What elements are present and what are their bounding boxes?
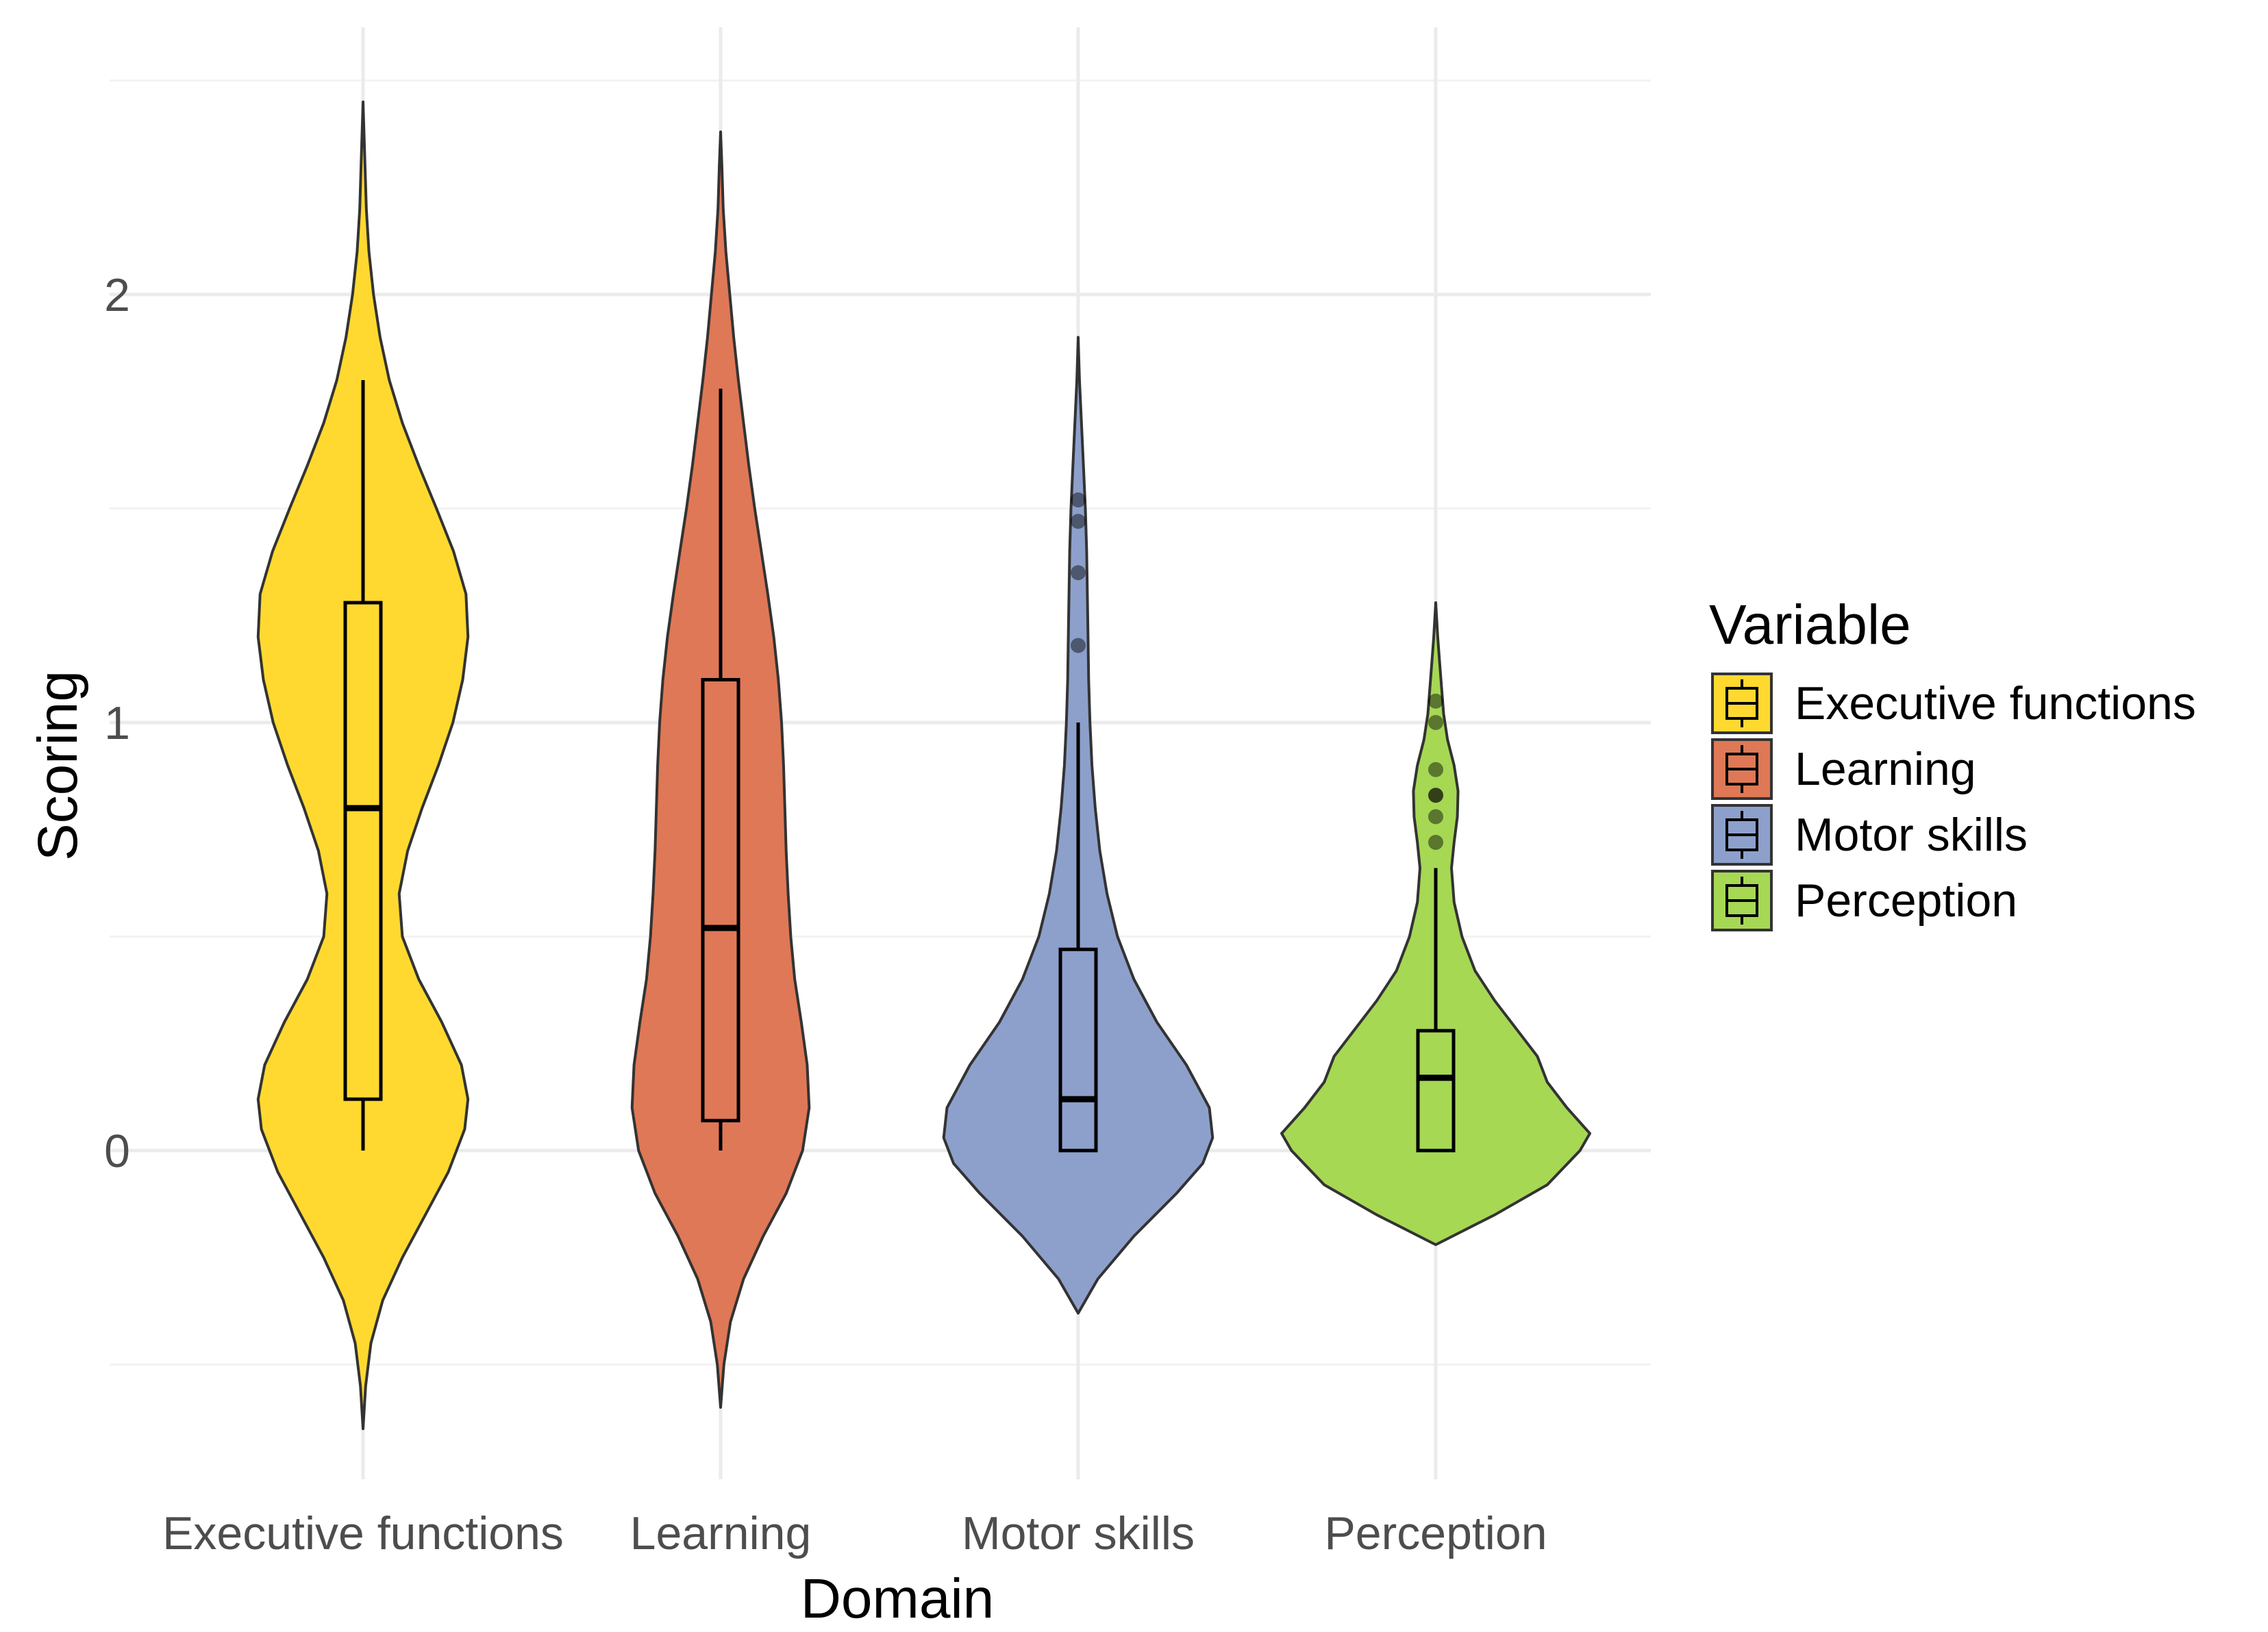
outlier-point-perception-4 bbox=[1428, 762, 1443, 777]
legend-items: Executive functions Learning Motor skills P… bbox=[1711, 673, 2196, 931]
outlier-point-motor-skills-2 bbox=[1071, 514, 1086, 529]
outlier-point-perception-2 bbox=[1428, 788, 1443, 803]
box-perception bbox=[1416, 1029, 1456, 1153]
outlier-point-perception-0 bbox=[1428, 835, 1443, 850]
y-axis-ticks: 0 1 2 bbox=[104, 269, 130, 1177]
x-tick-label-2: Motor skills bbox=[962, 1507, 1195, 1559]
legend-item-motor-skills: Motor skills bbox=[1711, 804, 2028, 866]
legend-item-perception: Perception bbox=[1711, 870, 2017, 931]
y-tick-label-0: 0 bbox=[104, 1125, 130, 1177]
outlier-point-perception-6 bbox=[1428, 693, 1443, 709]
outlier-point-motor-skills-0 bbox=[1071, 638, 1086, 653]
x-tick-label-1: Learning bbox=[630, 1507, 812, 1559]
box-motor-skills bbox=[1058, 947, 1098, 1153]
legend-label-motor-skills: Motor skills bbox=[1795, 809, 2028, 861]
legend-label-perception: Perception bbox=[1795, 875, 2017, 927]
legend-item-executive-functions: Executive functions bbox=[1711, 673, 2196, 734]
outlier-point-motor-skills-3 bbox=[1071, 492, 1086, 507]
legend-item-learning: Learning bbox=[1711, 738, 1976, 800]
violin-executive-functions bbox=[256, 100, 470, 1431]
violin-learning bbox=[630, 130, 811, 1409]
outlier-point-motor-skills-1 bbox=[1071, 565, 1086, 581]
outlier-point-perception-1 bbox=[1428, 809, 1443, 825]
y-tick-label-1: 1 bbox=[104, 697, 130, 749]
legend-label-learning: Learning bbox=[1795, 743, 1976, 795]
legend-title: Variable bbox=[1709, 594, 1911, 656]
y-tick-label-2: 2 bbox=[104, 269, 130, 321]
x-axis-title: Domain bbox=[801, 1568, 995, 1630]
box-learning bbox=[701, 678, 740, 1122]
outlier-point-perception-5 bbox=[1428, 715, 1443, 730]
x-tick-label-0: Executive functions bbox=[162, 1507, 564, 1559]
legend-label-executive-functions: Executive functions bbox=[1795, 677, 2196, 729]
outlier-point-perception-3 bbox=[1428, 788, 1443, 803]
boxplot-layer bbox=[343, 380, 1456, 1153]
box-executive-functions bbox=[343, 601, 383, 1101]
x-axis-ticks: Executive functions Learning Motor skills P… bbox=[162, 1507, 1547, 1559]
y-axis-title: Scoring bbox=[27, 670, 89, 861]
legend: Variable Executive functions Learning Moto… bbox=[1709, 594, 2196, 931]
x-tick-label-3: Perception bbox=[1324, 1507, 1547, 1559]
